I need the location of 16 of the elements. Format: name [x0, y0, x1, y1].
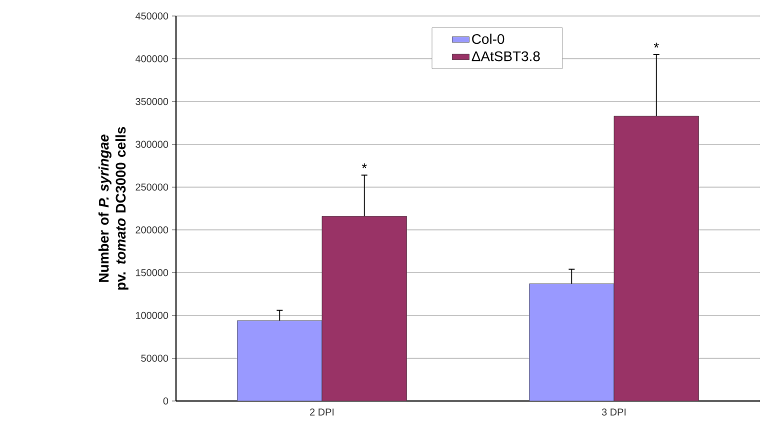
y-tick-label: 300000 — [136, 140, 168, 148]
x-tick-label: 2 DPI — [310, 408, 334, 416]
y-tick-label: 200000 — [136, 226, 168, 234]
y-tick-label: 250000 — [136, 184, 168, 191]
y-tick-label: 100000 — [136, 312, 168, 319]
y-tick-label: 350000 — [136, 98, 168, 106]
annotation: * — [654, 42, 659, 48]
legend-label: Col-0 — [472, 34, 504, 44]
y-tick-label: 150000 — [136, 269, 168, 276]
y-tick-label: 450000 — [135, 12, 168, 20]
y-tick-label: 400000 — [135, 55, 168, 62]
annotation: * — [362, 163, 367, 168]
legend-label: ΔAtSBT3.8 — [472, 51, 540, 62]
x-tick-label: 3 DPI — [602, 408, 626, 416]
y-tick-label: 50000 — [141, 354, 168, 362]
y-tick-label: 0 — [163, 397, 168, 405]
